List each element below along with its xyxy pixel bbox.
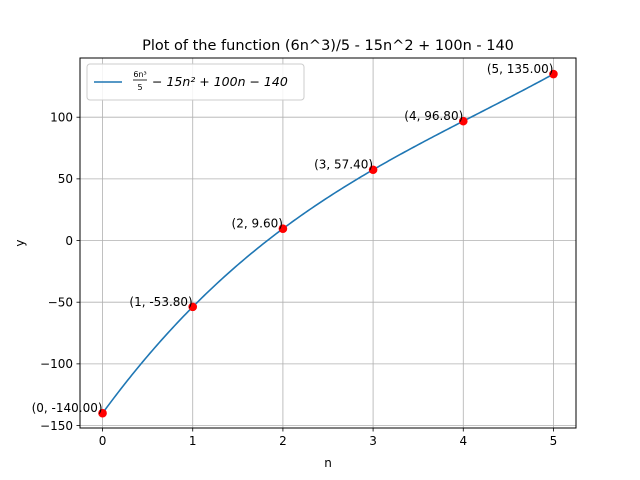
point-label: (4, 96.80) [404,109,463,123]
y-tick-label: 100 [50,111,73,125]
legend: 6n³ 5 − 15n² + 100n − 140 [86,63,305,101]
x-ticks: 0 1 2 3 4 5 [99,428,558,448]
legend-frac-numerator: 6n³ [133,70,146,79]
legend-box [86,63,305,101]
data-point [278,224,288,233]
data-point [368,165,378,175]
point-label: (3, 57.40) [314,158,373,172]
data-point [98,408,107,418]
chart-title: Plot of the function (6n^3)/5 - 15n^2 + … [142,38,514,54]
point-label: (2, 9.60) [232,217,283,231]
x-axis-label: n [324,456,332,470]
y-axis-label: y [13,239,27,246]
y-tick-label: 50 [58,172,73,186]
point-label: (1, -53.80) [129,295,192,309]
x-tick-label: 4 [459,434,467,448]
point-label: (5, 135.00) [487,62,554,76]
point-label: (0, -140.00) [32,401,103,415]
data-point [549,69,558,79]
points-layer [98,69,558,418]
plot-frame [79,57,577,429]
x-tick-label: 0 [99,434,107,448]
x-tick-label: 1 [189,434,197,448]
y-ticks: −150 −100 −50 0 50 100 [40,111,80,433]
function-curve [101,73,554,414]
y-tick-label: 0 [65,234,73,248]
y-tick-label: −50 [48,296,73,310]
data-point [188,302,198,312]
annotation-layer: (0, -140.00) (1, -53.80) (2, 9.60) (3, 57.4… [32,62,554,415]
legend-frac-denominator: 5 [137,83,142,92]
data-point [458,116,468,126]
grid [80,58,576,428]
curve-layer [101,73,554,414]
x-tick-label: 3 [369,434,377,448]
legend-label: − 15n² + 100n − 140 [152,74,288,89]
y-tick-label: −100 [40,357,73,371]
x-tick-label: 2 [279,434,287,448]
y-tick-label: −150 [40,419,73,433]
x-tick-label: 5 [550,434,558,448]
